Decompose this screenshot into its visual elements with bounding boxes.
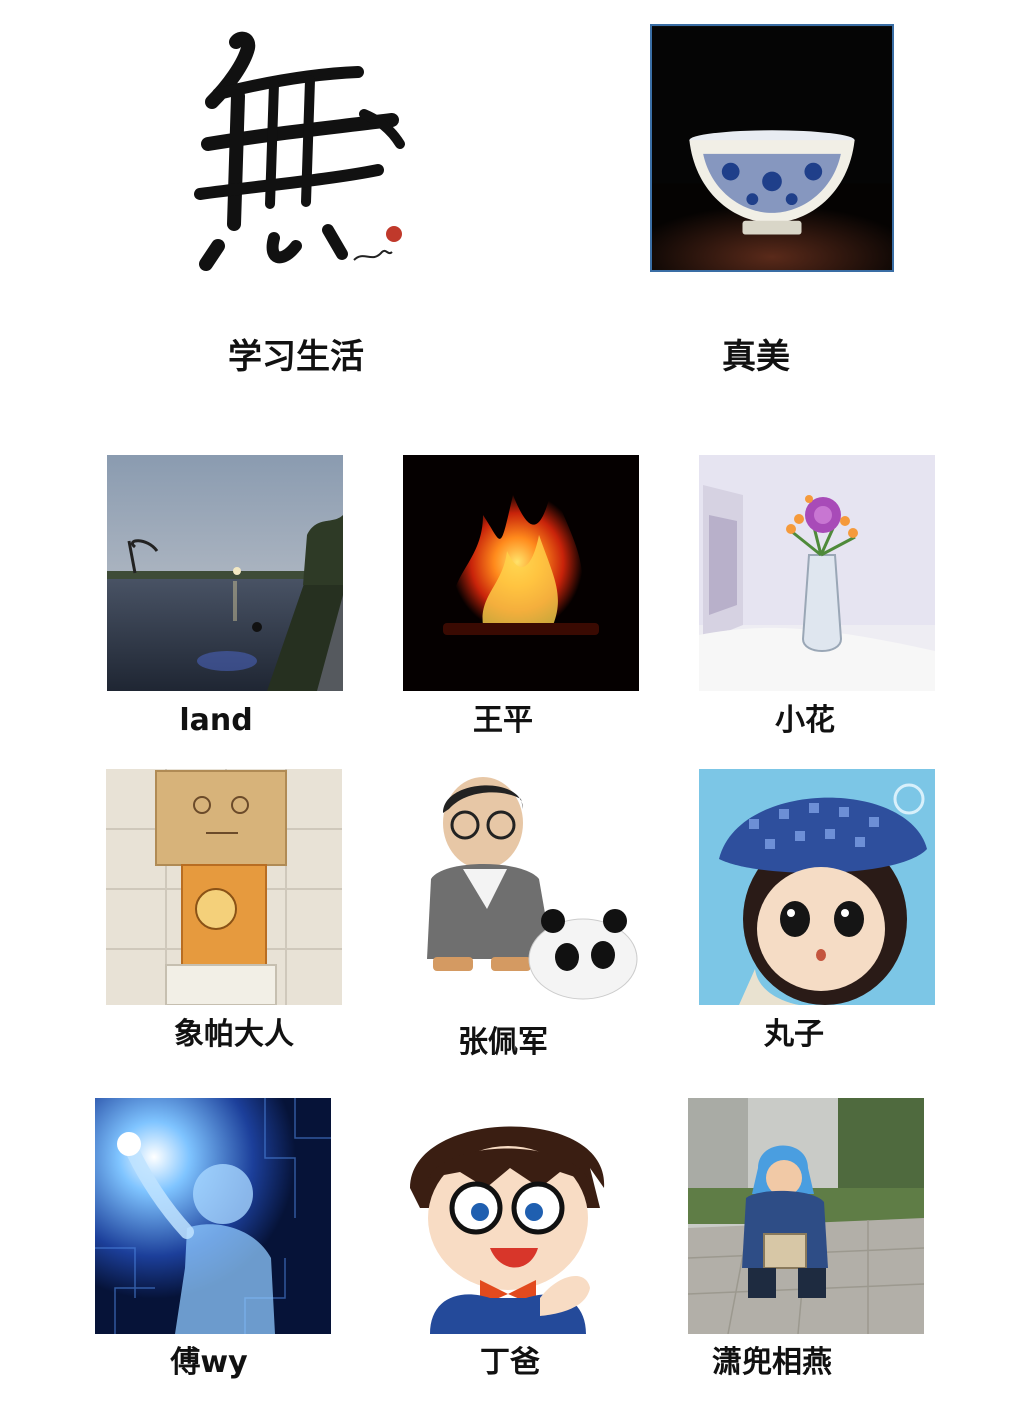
cartoon-man-panda-image[interactable] [403, 769, 639, 1005]
zhenmei-label[interactable]: 真美 [722, 337, 790, 377]
calligraphy-wu-image[interactable] [178, 24, 414, 272]
child-with-box-image[interactable] [688, 1098, 924, 1334]
fire-image[interactable] [403, 455, 639, 691]
river-dusk-image[interactable] [107, 455, 343, 691]
digital-human-image[interactable] [95, 1098, 331, 1334]
xiaodou-label[interactable]: 潇兜相燕 [712, 1345, 832, 1380]
wanzi-label[interactable]: 丸子 [764, 1017, 824, 1052]
cardboard-robot-image[interactable] [106, 769, 342, 1005]
xiangpa-label[interactable]: 象帕大人 [174, 1017, 294, 1052]
porcelain-bowl-image[interactable] [650, 24, 894, 272]
fuwy-label[interactable]: 傅wy [170, 1345, 248, 1380]
land-label[interactable]: land [179, 703, 253, 738]
study-life-label[interactable]: 学习生活 [228, 337, 364, 377]
xiaohua-label[interactable]: 小花 [775, 703, 835, 738]
flower-vase-image[interactable] [699, 455, 935, 691]
zhangpeijun-label[interactable]: 张佩军 [458, 1025, 548, 1060]
wangping-label[interactable]: 王平 [473, 703, 533, 738]
dingba-label[interactable]: 丁爸 [480, 1345, 540, 1380]
cartoon-detective-image[interactable] [390, 1098, 626, 1334]
doll-blue-beret-image[interactable] [699, 769, 935, 1005]
